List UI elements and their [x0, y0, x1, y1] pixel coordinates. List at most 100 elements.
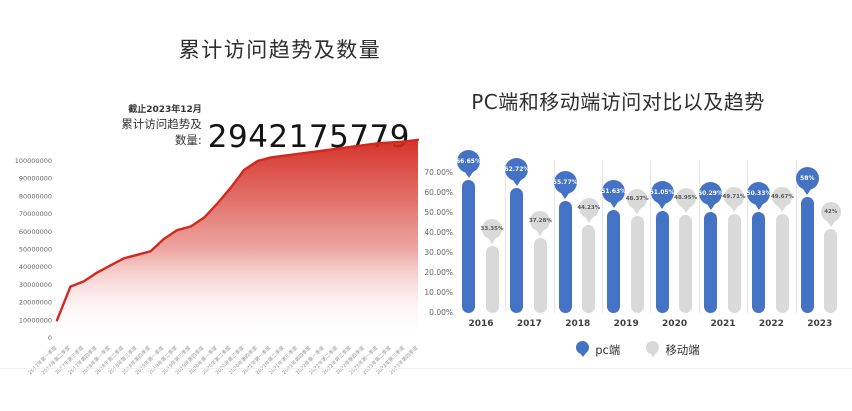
value-label: 62.72% [504, 157, 529, 181]
legend-marker-circle [646, 341, 660, 354]
counter-caption: 累计访问趋势及数量: [121, 117, 202, 147]
balloon-tail [706, 204, 715, 211]
value-label: 55.77% [553, 171, 578, 195]
balloon-tail [633, 208, 642, 215]
pc-bar [655, 210, 669, 313]
left-chart-title: 累计访问趋势及数量 [178, 38, 382, 62]
right-chart-title: PC端和移动端访问对比以及趋势 [471, 90, 765, 114]
balloon-tail [754, 204, 763, 211]
y-axis-tick-label: 70.00% [424, 168, 453, 177]
balloon-tail [778, 205, 787, 212]
year-separator-line [650, 160, 652, 313]
y-axis-tick-label: 100000000 [15, 157, 52, 165]
balloon-tail [488, 238, 496, 245]
mobile-bar [824, 229, 838, 313]
value-label: 37.28% [529, 211, 552, 232]
value-label: 49.71% [723, 186, 745, 207]
year-separator-line [747, 160, 749, 313]
legend-marker-circle [576, 341, 590, 354]
y-axis-tick-label: 60000000 [19, 228, 52, 236]
year-separator-line [505, 160, 507, 313]
chart-legend: pc端 移动端 [424, 341, 852, 358]
y-axis-tick-label: 50000000 [19, 246, 52, 254]
balloon-tail [803, 189, 812, 195]
mobile-bar [533, 238, 547, 313]
y-axis-tick-label: 20.00% [424, 268, 453, 277]
y-axis-tick-label: 30000000 [19, 281, 52, 289]
pc-bar [704, 212, 717, 313]
mobile-value-balloon: 44.23% [577, 197, 600, 223]
legend-item-pc: pc端 [576, 341, 620, 358]
pc-value-balloon: 51.63% [601, 179, 626, 208]
year-separator-line [553, 160, 555, 313]
trend-line [55, 138, 420, 322]
balloon-tail [464, 171, 473, 178]
mobile-value-balloon: 48.95% [674, 188, 697, 214]
year-separator-line [795, 160, 797, 313]
pc-value-balloon: 50.29% [698, 182, 723, 211]
value-label: 42% [820, 202, 841, 222]
legend-item-mobile: 移动端 [646, 341, 700, 358]
year-label: 2022 [758, 319, 784, 329]
year-label: 2016 [468, 319, 494, 329]
balloon-tail [536, 230, 545, 237]
cumulative-area-chart: 0 10000000 20000000 30000000 40000000 5000000… [15, 138, 420, 376]
pc-mobile-bar-chart: 0.00% 10.00% 20.00% 30.00% 40.00% 50.00% 60.00… [424, 148, 852, 384]
mobile-bar [727, 213, 741, 313]
legend-marker-tail [579, 353, 586, 357]
value-label: 33.35% [481, 219, 503, 240]
y-axis-tick-label: 30.00% [424, 248, 453, 257]
area-fill [57, 139, 418, 338]
value-label: 51.05% [650, 180, 675, 204]
balloon-tail [609, 201, 618, 208]
mobile-value-balloon: 42% [820, 202, 841, 227]
pc-value-balloon: 51.05% [650, 180, 675, 209]
balloon-tail [826, 221, 835, 227]
pc-legend-marker-icon [576, 341, 590, 357]
pc-value-balloon: 62.72% [504, 157, 529, 186]
pc-value-balloon: 50.33% [746, 182, 771, 211]
y-axis-tick-label: 0 [48, 334, 52, 342]
pc-value-balloon: 66.65% [456, 149, 481, 178]
year-label: 2020 [662, 319, 688, 329]
mobile-value-balloon: 49.67% [771, 186, 794, 212]
y-axis-tick-label: 50.00% [424, 208, 453, 217]
pc-bar [752, 212, 766, 313]
asof-date-label: 截止2023年12月 [128, 105, 202, 115]
pc-bar [462, 179, 475, 313]
mobile-value-balloon: 48.37% [626, 189, 649, 215]
mobile-legend-marker-icon [646, 341, 660, 357]
year-label: 2023 [807, 319, 833, 329]
value-label: 66.65% [456, 149, 481, 173]
y-axis-tick-label: 40.00% [424, 228, 453, 237]
y-axis-tick-label: 60.00% [424, 188, 453, 197]
pc-value-balloon: 55.77% [553, 171, 578, 200]
pc-value-balloon: 58% [795, 167, 819, 195]
pc-bar [800, 197, 814, 313]
value-label: 44.23% [577, 197, 600, 218]
mobile-bar [485, 246, 499, 313]
mobile-bar [630, 216, 644, 313]
y-axis-tick-label: 70000000 [19, 210, 52, 218]
value-label: 50.33% [746, 182, 771, 206]
y-axis-tick-label: 0.00% [429, 308, 453, 317]
value-label: 48.95% [674, 188, 697, 209]
legend-label: 移动端 [665, 343, 700, 357]
y-axis-tick-label: 90000000 [19, 175, 52, 183]
year-label: 2018 [565, 319, 591, 329]
bottom-divider [0, 368, 852, 369]
value-label: 58% [795, 167, 819, 190]
balloon-tail [561, 193, 570, 200]
mobile-value-balloon: 49.71% [723, 186, 745, 212]
pc-bar [558, 201, 572, 313]
balloon-tail [584, 216, 593, 223]
year-label: 2021 [710, 319, 736, 329]
counter-labels: 截止2023年12月 累计访问趋势及数量: [110, 102, 202, 151]
balloon-tail [512, 179, 521, 186]
value-label: 48.37% [626, 189, 649, 210]
y-axis-tick-label: 10.00% [424, 288, 453, 297]
mobile-value-balloon: 37.28% [529, 211, 552, 237]
mobile-bar [775, 213, 789, 313]
year-separator-line [698, 160, 700, 313]
year-label: 2019 [613, 319, 639, 329]
